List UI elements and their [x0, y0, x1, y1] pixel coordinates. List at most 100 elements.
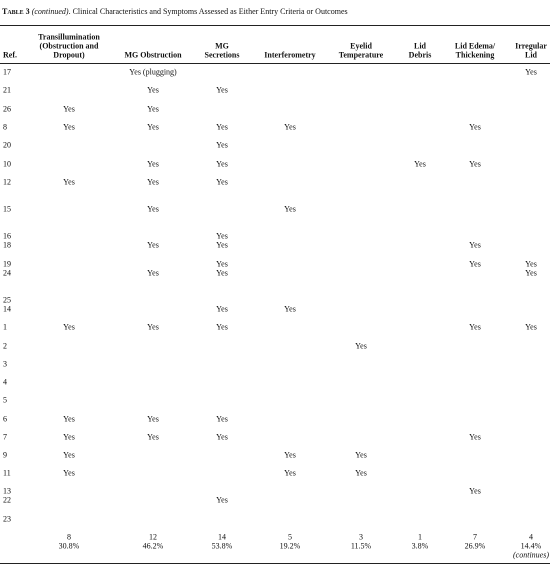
ref-cell: 7 — [3, 432, 7, 442]
total-count: 1 — [418, 532, 422, 542]
total-count: 7 — [473, 532, 477, 542]
table-cell: Yes — [284, 468, 296, 478]
table-cell: Yes — [216, 240, 228, 250]
table-cell: Yes — [469, 486, 481, 496]
table-cell: Yes — [216, 322, 228, 332]
table-cell: Yes — [147, 122, 159, 132]
table-cell: Yes — [216, 140, 228, 150]
column-header: Dropout) — [53, 50, 85, 60]
table-cell: Yes — [525, 268, 537, 278]
table-cell: Yes — [147, 159, 159, 169]
table-cell: Yes — [469, 159, 481, 169]
table-cell: Yes — [284, 122, 296, 132]
ref-cell: 21 — [3, 85, 11, 95]
ref-cell: 18 — [3, 240, 11, 250]
table-cell: Yes — [284, 450, 296, 460]
table-cell: Yes — [216, 177, 228, 187]
caption-note: (continued) — [31, 7, 69, 16]
table-cell: Yes — [147, 177, 159, 187]
ref-cell: 8 — [3, 122, 7, 132]
table-cell: Yes (plugging) — [129, 67, 177, 77]
table-cell: Yes — [63, 104, 75, 114]
table-cell: Yes — [469, 432, 481, 442]
ref-cell: 4 — [3, 377, 7, 387]
table-cell: Yes — [63, 414, 75, 424]
ref-cell: 13 — [3, 486, 11, 496]
table-cell: Yes — [216, 432, 228, 442]
table-cell: Yes — [216, 414, 228, 424]
table-caption: Table 3 (continued). Clinical Characteri… — [2, 7, 348, 16]
table-cell: Yes — [147, 432, 159, 442]
caption-text: . Clinical Characteristics and Symptoms … — [68, 7, 348, 16]
table-cell: Yes — [469, 322, 481, 332]
footer-note: (continues) — [513, 550, 549, 560]
column-header: Thickening — [455, 50, 495, 60]
total-percent: 11.5% — [350, 541, 372, 551]
total-count: 14 — [218, 532, 226, 542]
table-cell: Yes — [216, 122, 228, 132]
table-cell: Yes — [469, 259, 481, 269]
ref-cell: 26 — [3, 104, 11, 114]
total-count: 4 — [529, 532, 533, 542]
table-cell: Yes — [525, 259, 537, 269]
column-header: MG Obstruction — [124, 50, 182, 60]
total-percent: 3.8% — [411, 541, 429, 551]
column-header: Debris — [408, 50, 432, 60]
ref-cell: 19 — [3, 259, 11, 269]
table-cell: Yes — [63, 450, 75, 460]
column-header: Lid Edema/ — [454, 41, 496, 51]
total-percent: 53.8% — [211, 541, 233, 551]
column-header: (Obstruction and — [39, 41, 99, 51]
column-header: Eyelid — [350, 41, 372, 51]
column-header: Transillumination — [38, 32, 100, 42]
total-percent: 19.2% — [279, 541, 301, 551]
ref-cell: 9 — [3, 450, 7, 460]
ref-cell: 6 — [3, 414, 7, 424]
table-cell: Yes — [216, 259, 228, 269]
total-percent: 30.8% — [58, 541, 80, 551]
total-count: 12 — [149, 532, 157, 542]
column-header: Lid — [413, 41, 427, 51]
column-header: Interferometry — [264, 50, 316, 60]
ref-cell: 2 — [3, 341, 7, 351]
table-cell: Yes — [63, 432, 75, 442]
table-cell: Yes — [216, 304, 228, 314]
table-cell: Yes — [216, 495, 228, 505]
table-cell: Yes — [147, 204, 159, 214]
table-cell: Yes — [355, 468, 367, 478]
table-cell: Yes — [216, 85, 228, 95]
total-count: 5 — [288, 532, 292, 542]
ref-cell: 5 — [3, 395, 7, 405]
ref-cell: 24 — [3, 268, 11, 278]
table-cell: Yes — [469, 240, 481, 250]
ref-cell: 1 — [3, 322, 7, 332]
total-count: 8 — [67, 532, 71, 542]
table-cell: Yes — [63, 322, 75, 332]
column-header: Secretions — [204, 50, 240, 60]
table-cell: Yes — [525, 67, 537, 77]
table-cell: Yes — [414, 159, 426, 169]
table-cell: Yes — [63, 177, 75, 187]
ref-cell: 16 — [3, 231, 11, 241]
table-cell: Yes — [284, 304, 296, 314]
ref-cell: 15 — [3, 204, 11, 214]
ref-cell: 17 — [3, 67, 11, 77]
table-cell: Yes — [216, 159, 228, 169]
table-cell: Yes — [147, 322, 159, 332]
table-cell: Yes — [147, 268, 159, 278]
column-header: MG — [215, 41, 229, 51]
ref-cell: 12 — [3, 177, 11, 187]
table-cell: Yes — [469, 122, 481, 132]
column-header: Irregular — [515, 41, 547, 51]
ref-cell: 22 — [3, 495, 11, 505]
table-cell: Yes — [355, 450, 367, 460]
bottom-rule — [0, 563, 550, 564]
table-cell: Yes — [63, 122, 75, 132]
column-header: Ref. — [3, 50, 17, 60]
ref-cell: 3 — [3, 359, 7, 369]
table-cell: Yes — [525, 322, 537, 332]
table-cell: Yes — [147, 85, 159, 95]
table-cell: Yes — [63, 468, 75, 478]
ref-cell: 23 — [3, 514, 11, 524]
caption-label: Table 3 — [2, 7, 30, 16]
